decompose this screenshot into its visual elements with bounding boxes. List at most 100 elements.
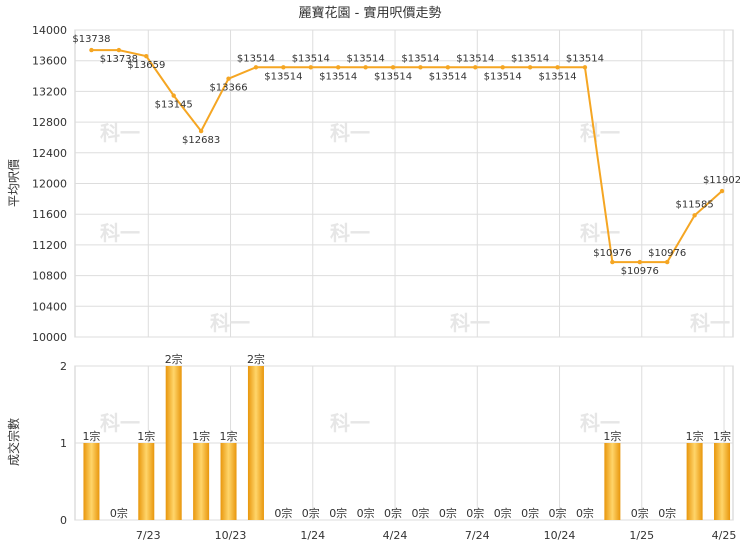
y-axis-label-count: 成交宗數 [6, 418, 21, 466]
price-data-label: $11902 [703, 175, 740, 186]
count-bar-label: 1宗 [192, 429, 210, 443]
watermark-logo: 科一 [580, 121, 620, 145]
count-bar-label: 2宗 [247, 352, 265, 366]
price-data-label: $13514 [456, 53, 494, 64]
price-data-label: $13514 [401, 53, 439, 64]
count-bar-label: 0宗 [329, 506, 347, 520]
price-data-point [719, 188, 725, 194]
price-y-tick-label: 10400 [32, 300, 67, 313]
price-y-tick-label: 11200 [32, 239, 67, 252]
count-bar-label: 0宗 [110, 506, 128, 520]
watermark-logo: 科一 [100, 411, 140, 435]
watermark-logo: 科一 [100, 121, 140, 145]
price-data-point [473, 65, 478, 70]
price-data-label: $13514 [484, 71, 522, 82]
x-tick-label: 4/25 [712, 529, 737, 542]
price-data-point [390, 65, 396, 70]
price-data-label: $10976 [593, 248, 631, 259]
price-data-point [89, 47, 94, 53]
price-data-point [527, 65, 533, 70]
price-data-point [418, 65, 423, 70]
count-bar-label: 0宗 [302, 506, 320, 520]
count-bar-label: 0宗 [549, 506, 567, 520]
price-data-label: $13659 [127, 60, 165, 71]
x-tick-label: 7/24 [465, 529, 490, 542]
x-tick-label: 1/25 [629, 529, 654, 542]
count-bar-label: 1宗 [220, 429, 238, 443]
x-tick-label: 10/23 [215, 529, 247, 542]
price-data-point [171, 93, 176, 98]
price-data-point [665, 259, 670, 265]
price-data-point [500, 65, 505, 70]
price-data-label: $13514 [319, 71, 357, 82]
count-bar [83, 443, 100, 520]
count-bar-label: 0宗 [411, 506, 429, 520]
price-data-label: $13514 [347, 53, 385, 64]
count-bar-label: 2宗 [165, 352, 183, 366]
price-data-point [144, 53, 149, 59]
price-data-label: $10976 [648, 248, 686, 259]
count-bar [165, 366, 182, 520]
price-data-point [253, 65, 259, 70]
count-bar-label: 0宗 [521, 506, 539, 520]
count-bar [193, 443, 210, 520]
x-tick-label: 4/24 [383, 529, 408, 542]
price-data-label: $13514 [429, 71, 467, 82]
count-bar-label: 0宗 [439, 506, 457, 520]
watermark-logo: 科一 [690, 311, 730, 335]
price-data-point [445, 65, 451, 70]
count-bar [686, 443, 703, 520]
price-data-label: $13514 [538, 71, 576, 82]
price-data-point [582, 65, 588, 70]
price-y-tick-label: 14000 [32, 24, 67, 37]
count-bar-label: 0宗 [274, 506, 292, 520]
count-bar-label: 1宗 [603, 429, 621, 443]
count-y-tick-label: 1 [60, 437, 67, 450]
watermark-logo: 科一 [210, 311, 250, 335]
price-data-label: $13738 [100, 54, 138, 65]
price-data-point [226, 76, 231, 81]
count-bar-label: 0宗 [466, 506, 484, 520]
watermark-logo: 科一 [330, 221, 370, 245]
count-y-tick-label: 2 [60, 360, 67, 373]
price-data-label: $13738 [72, 34, 110, 45]
price-y-tick-label: 13200 [32, 85, 67, 98]
price-data-label: $13514 [511, 53, 549, 64]
price-data-label: $12683 [182, 135, 220, 146]
x-tick-label: 1/24 [300, 529, 325, 542]
count-bar [247, 366, 264, 520]
price-y-tick-label: 11600 [32, 208, 67, 221]
count-bar [138, 443, 155, 520]
count-bar-label: 0宗 [357, 506, 375, 520]
price-data-point [692, 213, 697, 218]
watermark-logo: 科一 [100, 221, 140, 245]
watermark-logo: 科一 [580, 411, 620, 435]
price-data-point [336, 65, 341, 70]
count-bar [714, 443, 731, 520]
price-data-point [637, 259, 642, 265]
price-data-point [555, 65, 560, 70]
price-data-label: $10976 [621, 266, 659, 277]
price-data-label: $13514 [237, 53, 275, 64]
price-data-point [281, 65, 286, 70]
x-tick-label: 7/23 [136, 529, 161, 542]
price-y-tick-label: 12000 [32, 178, 67, 191]
count-bar-label: 1宗 [137, 429, 155, 443]
price-data-label: $13514 [566, 53, 604, 64]
count-bar-label: 1宗 [686, 429, 704, 443]
watermark-logo: 科一 [330, 121, 370, 145]
price-line-series [91, 49, 723, 264]
price-y-tick-label: 10800 [32, 270, 67, 283]
watermark-logo: 科一 [330, 411, 370, 435]
price-data-point [610, 259, 615, 265]
count-bar [220, 443, 237, 520]
count-bar-label: 0宗 [494, 506, 512, 520]
price-y-tick-label: 12800 [32, 116, 67, 129]
price-data-point [363, 65, 368, 70]
count-bar-label: 0宗 [576, 506, 594, 520]
watermark-logo: 科一 [450, 311, 490, 335]
price-data-label: $13366 [209, 83, 247, 94]
y-axis-label-price: 平均呎價 [7, 159, 21, 207]
